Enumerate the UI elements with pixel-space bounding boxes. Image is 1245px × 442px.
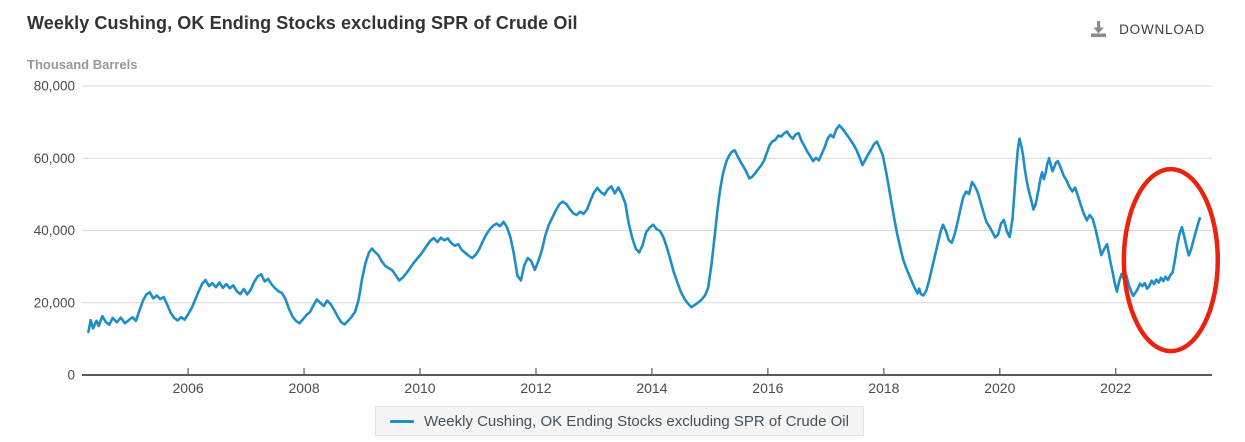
legend-series-label: Weekly Cushing, OK Ending Stocks excludi…	[424, 412, 849, 430]
highlight-ellipse-annotation	[1121, 166, 1221, 354]
legend-line-swatch-icon	[390, 419, 415, 423]
page-title: Weekly Cushing, OK Ending Stocks excludi…	[27, 13, 578, 33]
x-tick-label: 2016	[752, 380, 783, 396]
x-tick-label: 2020	[984, 380, 1015, 396]
y-tick-label: 0	[67, 368, 75, 383]
download-label: DOWNLOAD	[1119, 22, 1205, 37]
x-tick-label: 2012	[520, 380, 551, 396]
legend: Weekly Cushing, OK Ending Stocks excludi…	[27, 406, 1212, 436]
download-button[interactable]: DOWNLOAD	[1089, 20, 1205, 39]
y-axis-units-label: Thousand Barrels	[27, 57, 138, 72]
x-tick-label: 2008	[288, 380, 319, 396]
legend-item-series[interactable]: Weekly Cushing, OK Ending Stocks excludi…	[375, 406, 864, 436]
y-tick-label: 40,000	[34, 223, 75, 238]
x-tick-label: 2022	[1100, 380, 1131, 396]
x-tick-label: 2014	[636, 380, 667, 396]
x-tick-label: 2006	[173, 380, 204, 396]
x-tick-label: 2018	[868, 380, 899, 396]
download-icon	[1089, 20, 1108, 39]
y-tick-label: 20,000	[34, 295, 75, 310]
y-tick-label: 60,000	[34, 151, 75, 166]
x-tick-label: 2010	[404, 380, 435, 396]
y-tick-label: 80,000	[34, 79, 75, 94]
series-line[interactable]	[87, 124, 1202, 334]
